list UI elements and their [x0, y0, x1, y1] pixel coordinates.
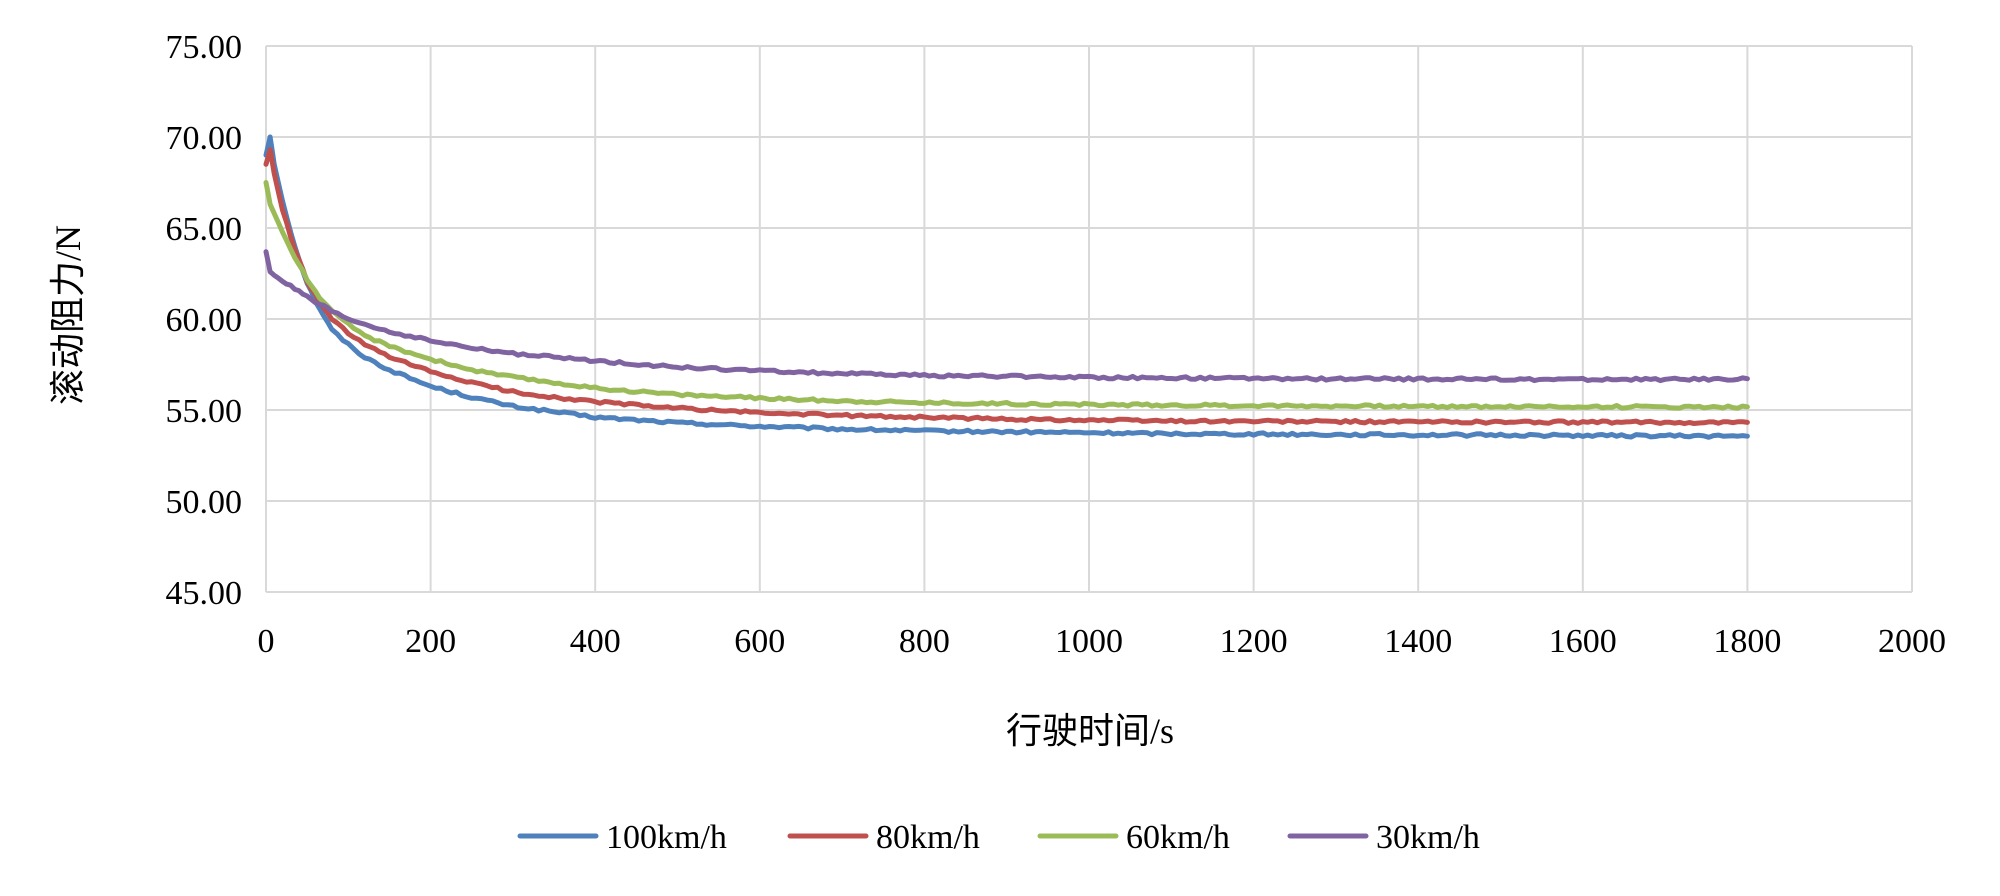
x-tick-label: 200: [405, 623, 456, 660]
series-line-60km-h: [263, 180, 1750, 411]
y-axis-ticks: 45.00 50.00 55.00 60.00 65.00 70.00 75.00: [166, 29, 243, 612]
x-tick-label: 400: [570, 623, 621, 660]
x-tick-label: 1200: [1220, 623, 1288, 660]
legend-label: 60km/h: [1126, 819, 1230, 856]
y-tick-label: 55.00: [166, 393, 243, 430]
y-tick-label: 65.00: [166, 211, 243, 248]
x-tick-label: 2000: [1878, 623, 1946, 660]
y-axis-title: 滚动阻力/N: [48, 225, 88, 405]
legend-label: 100km/h: [606, 819, 727, 856]
x-tick-label: 0: [258, 623, 275, 660]
x-tick-label: 600: [734, 623, 785, 660]
x-axis-title: 行驶时间/s: [1006, 711, 1174, 751]
y-tick-label: 70.00: [166, 120, 243, 157]
legend: 100km/h 80km/h 60km/h 30km/h: [517, 819, 1480, 856]
series-line-80km-h: [263, 147, 1750, 427]
x-axis-ticks: 0 200 400 600 800 1000 1200 1400 1600 1800 2000: [258, 623, 1947, 660]
y-tick-label: 45.00: [166, 575, 243, 612]
legend-label: 30km/h: [1376, 819, 1480, 856]
gridlines: [265, 45, 1913, 593]
x-tick-label: 1000: [1055, 623, 1123, 660]
x-tick-label: 1400: [1384, 623, 1452, 660]
x-tick-label: 1600: [1549, 623, 1617, 660]
series-line-30km-h: [263, 249, 1750, 384]
y-tick-label: 50.00: [166, 484, 243, 521]
y-tick-label: 75.00: [166, 29, 243, 66]
series-line-100km-h: [263, 134, 1750, 440]
x-tick-label: 1800: [1713, 623, 1781, 660]
y-tick-label: 60.00: [166, 302, 243, 339]
legend-label: 80km/h: [876, 819, 980, 856]
series-lines: [263, 134, 1750, 440]
x-tick-label: 800: [899, 623, 950, 660]
